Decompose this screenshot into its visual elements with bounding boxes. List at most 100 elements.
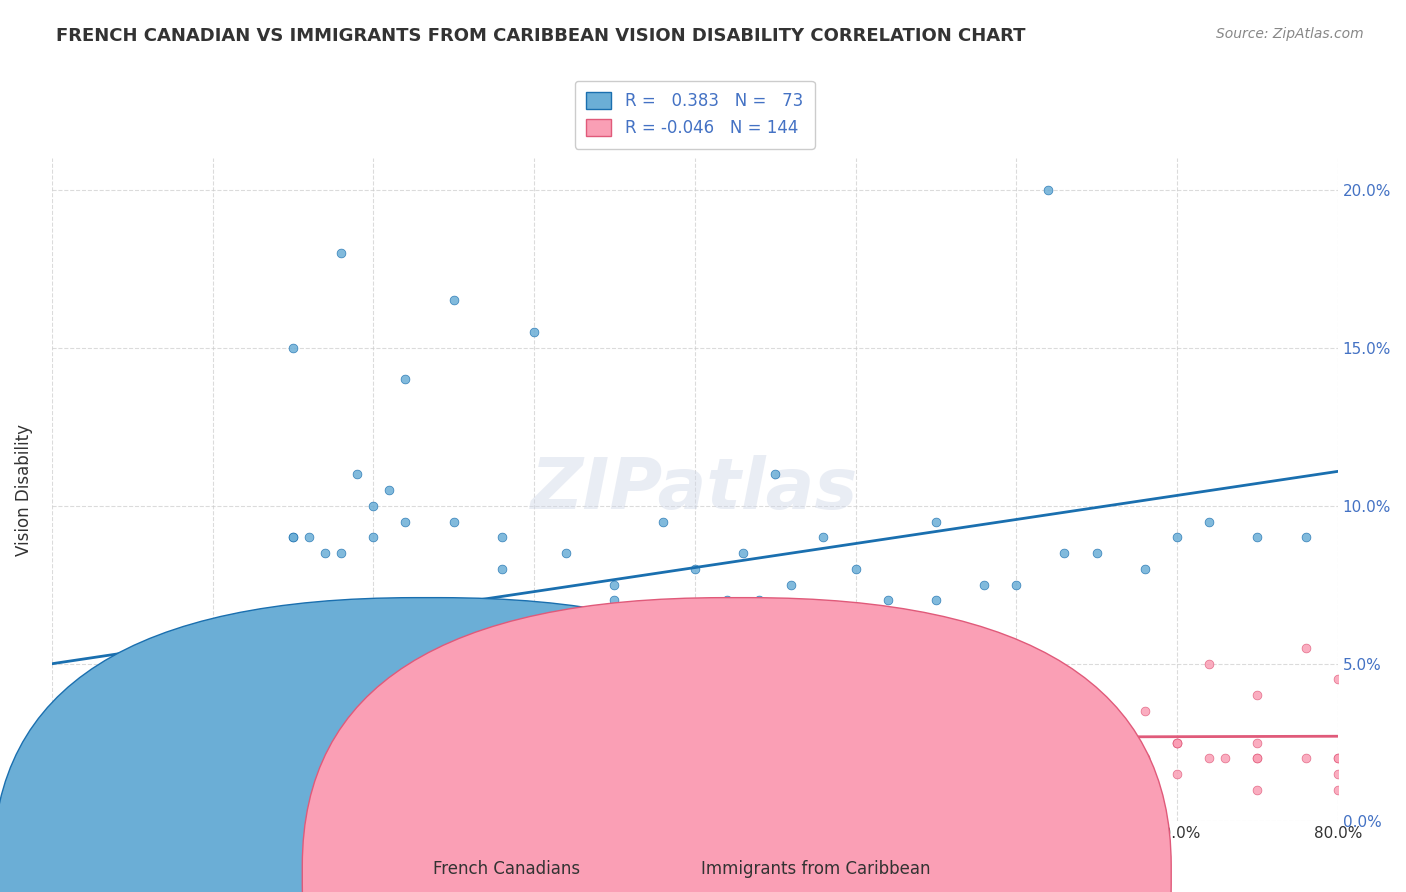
Point bbox=[603, 735, 626, 749]
Point bbox=[218, 735, 240, 749]
Point bbox=[458, 735, 481, 749]
Point bbox=[603, 577, 626, 591]
Point bbox=[876, 751, 898, 765]
Point bbox=[636, 751, 658, 765]
Point bbox=[1005, 735, 1028, 749]
Point bbox=[1198, 515, 1220, 529]
Point bbox=[716, 783, 738, 797]
Point bbox=[1295, 751, 1317, 765]
Point bbox=[105, 751, 128, 765]
Point bbox=[186, 751, 208, 765]
Point bbox=[1085, 720, 1108, 734]
Point bbox=[1085, 735, 1108, 749]
Point bbox=[105, 767, 128, 781]
Point bbox=[538, 735, 561, 749]
Point bbox=[378, 483, 401, 497]
Point bbox=[121, 720, 143, 734]
Point bbox=[361, 720, 384, 734]
Point bbox=[136, 751, 159, 765]
Point bbox=[603, 673, 626, 687]
Point bbox=[1166, 530, 1188, 544]
Point bbox=[538, 657, 561, 671]
Point bbox=[1198, 751, 1220, 765]
Point bbox=[475, 735, 498, 749]
Point bbox=[1246, 783, 1268, 797]
Point bbox=[683, 609, 706, 624]
Point bbox=[1085, 767, 1108, 781]
Point bbox=[249, 735, 271, 749]
Point bbox=[56, 751, 79, 765]
Point bbox=[361, 530, 384, 544]
Point bbox=[218, 720, 240, 734]
Point bbox=[651, 609, 673, 624]
Point bbox=[330, 720, 353, 734]
Point bbox=[121, 767, 143, 781]
Point bbox=[314, 720, 336, 734]
Point bbox=[813, 673, 835, 687]
Point bbox=[201, 720, 224, 734]
Point bbox=[1246, 751, 1268, 765]
Point bbox=[1246, 530, 1268, 544]
Legend: R =   0.383   N =   73, R = -0.046   N = 144: R = 0.383 N = 73, R = -0.046 N = 144 bbox=[575, 80, 814, 149]
Point bbox=[1053, 751, 1076, 765]
Point bbox=[555, 751, 578, 765]
Point bbox=[89, 735, 111, 749]
Point bbox=[636, 798, 658, 813]
Point bbox=[491, 562, 513, 576]
Point bbox=[523, 720, 546, 734]
Point bbox=[153, 751, 176, 765]
Point bbox=[571, 783, 593, 797]
Point bbox=[443, 293, 465, 308]
Point bbox=[925, 735, 948, 749]
Point bbox=[1246, 688, 1268, 702]
Point bbox=[281, 530, 304, 544]
Point bbox=[105, 720, 128, 734]
Point bbox=[121, 735, 143, 749]
Point bbox=[813, 751, 835, 765]
Point bbox=[411, 657, 433, 671]
Point bbox=[844, 704, 866, 718]
Point bbox=[1085, 735, 1108, 749]
Point bbox=[361, 688, 384, 702]
Point bbox=[378, 720, 401, 734]
Point bbox=[683, 688, 706, 702]
Point bbox=[1133, 562, 1156, 576]
Point bbox=[186, 720, 208, 734]
Point bbox=[73, 767, 96, 781]
Point bbox=[121, 735, 143, 749]
Point bbox=[555, 640, 578, 655]
Point bbox=[266, 720, 288, 734]
Point bbox=[893, 704, 915, 718]
Point bbox=[1166, 735, 1188, 749]
Text: Source: ZipAtlas.com: Source: ZipAtlas.com bbox=[1216, 27, 1364, 41]
Point bbox=[89, 704, 111, 718]
Point bbox=[426, 640, 449, 655]
Point bbox=[1198, 657, 1220, 671]
Point bbox=[1133, 751, 1156, 765]
Point bbox=[813, 625, 835, 640]
Point bbox=[330, 783, 353, 797]
Point bbox=[153, 735, 176, 749]
Point bbox=[876, 751, 898, 765]
Point bbox=[973, 577, 995, 591]
Point bbox=[1166, 735, 1188, 749]
Point bbox=[1053, 735, 1076, 749]
Point bbox=[973, 720, 995, 734]
Point bbox=[813, 767, 835, 781]
Point bbox=[443, 720, 465, 734]
Point bbox=[201, 735, 224, 749]
Point bbox=[1213, 751, 1236, 765]
Point bbox=[651, 673, 673, 687]
Point bbox=[763, 704, 786, 718]
Point bbox=[876, 593, 898, 607]
Point bbox=[973, 735, 995, 749]
Point bbox=[233, 720, 256, 734]
Point bbox=[201, 720, 224, 734]
Text: FRENCH CANADIAN VS IMMIGRANTS FROM CARIBBEAN VISION DISABILITY CORRELATION CHART: FRENCH CANADIAN VS IMMIGRANTS FROM CARIB… bbox=[56, 27, 1026, 45]
Text: ZIPatlas: ZIPatlas bbox=[531, 456, 859, 524]
Point bbox=[523, 625, 546, 640]
Point bbox=[443, 515, 465, 529]
Point bbox=[683, 735, 706, 749]
Point bbox=[121, 751, 143, 765]
Point bbox=[281, 530, 304, 544]
